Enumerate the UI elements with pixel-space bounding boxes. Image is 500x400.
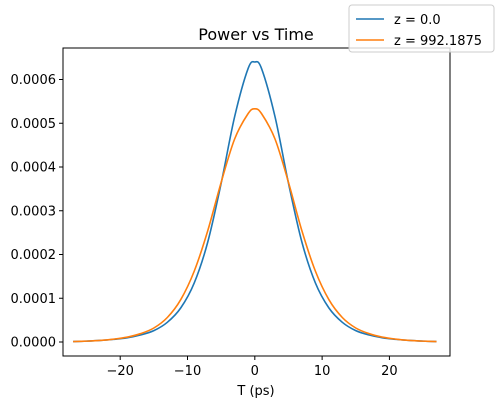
x-axis: −20 −10 0 10 20 — [106, 356, 397, 379]
x-axis-label: T (ps) — [236, 384, 274, 399]
y-tick-label: 0.0001 — [11, 292, 57, 307]
x-tick-label: 0 — [251, 364, 259, 379]
y-tick-label: 0.0004 — [11, 161, 57, 176]
y-tick-label: 0.0005 — [11, 117, 57, 132]
x-tick-label: −10 — [174, 364, 201, 379]
x-tick-label: −20 — [106, 364, 133, 379]
series-layer — [73, 62, 436, 342]
y-tick-label: 0.0002 — [11, 248, 57, 263]
y-tick-label: 0.0003 — [11, 204, 57, 219]
y-axis: 0.0000 0.0001 0.0002 0.0003 0.0004 0.0005 0.00… — [11, 73, 64, 351]
x-tick-label: 10 — [314, 364, 331, 379]
y-tick-label: 0.0006 — [11, 73, 57, 88]
chart-title: Power vs Time — [198, 25, 314, 44]
series-line-2 — [73, 109, 436, 342]
series-line-1 — [73, 62, 436, 342]
y-tick-label: 0.0000 — [11, 336, 57, 351]
plot-frame — [63, 48, 450, 356]
legend-label-series-2: z = 992.1875 — [394, 34, 482, 49]
legend-label-series-1: z = 0.0 — [394, 13, 441, 28]
legend: z = 0.0 z = 992.1875 — [349, 5, 494, 52]
x-tick-label: 20 — [381, 364, 398, 379]
